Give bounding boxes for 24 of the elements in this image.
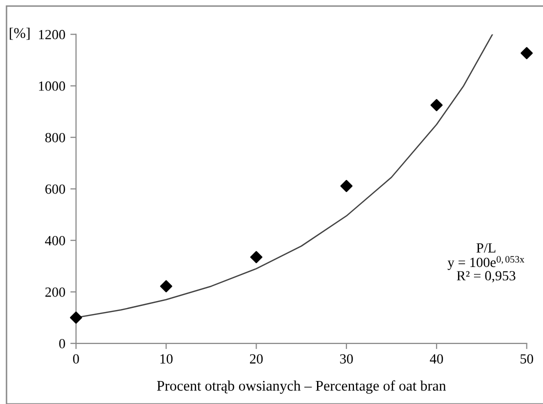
annotation: y = 100e$^{0,053x}$ — [448, 256, 524, 270]
point — [160, 280, 172, 292]
x-tick-label: 50 — [520, 354, 534, 364]
point — [520, 47, 533, 60]
x-tick-label: 30 — [340, 354, 353, 364]
x-tick-label: 20 — [250, 354, 263, 364]
y-tick-label: 800 — [45, 132, 66, 142]
point — [430, 99, 443, 112]
x-axis-title: Procent otrąb owsianych – Percentage of oat bran — [157, 380, 446, 394]
y-tick-label: 0 — [59, 338, 66, 348]
y-tick-label: 600 — [45, 184, 66, 194]
point — [250, 251, 262, 264]
annotation: R² = 0,953 — [456, 271, 516, 282]
y-tick-label: 200 — [45, 287, 66, 297]
x-tick-label: 40 — [430, 354, 443, 364]
x-tick-label: 10 — [160, 354, 173, 364]
y-tick-label: 1000 — [39, 81, 66, 91]
x-tick-label: 0 — [73, 354, 79, 364]
y-axis-title: [%] — [10, 28, 30, 40]
y-tick-label: 400 — [45, 236, 66, 246]
annotation: P/L — [476, 243, 496, 253]
point — [70, 312, 82, 324]
point — [340, 180, 353, 192]
y-tick-label: 1200 — [39, 30, 66, 40]
